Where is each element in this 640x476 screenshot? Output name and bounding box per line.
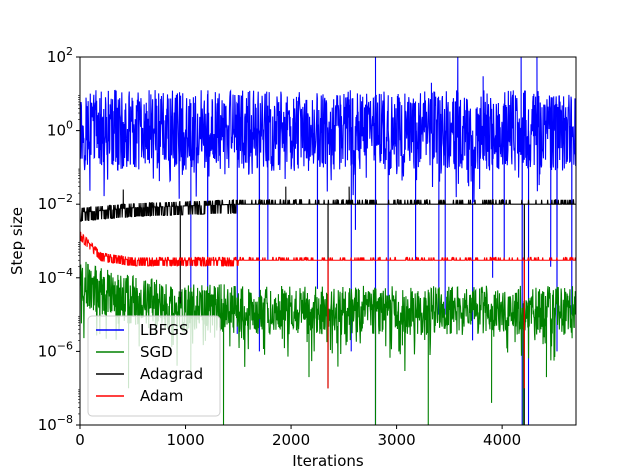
y-tick-label: 102: [47, 45, 73, 66]
axes-frame: [79, 56, 577, 426]
x-axis-label: Iterations: [292, 452, 364, 470]
x-tick-label: 4000: [483, 431, 521, 449]
series-line-adam: [80, 231, 576, 389]
legend-box: [87, 315, 221, 417]
legend-label-sgd: SGD: [140, 343, 173, 361]
y-tick-label: 10−4: [38, 266, 73, 287]
y-axis-label: Step size: [8, 207, 26, 275]
y-tick-label: 10−2: [38, 192, 73, 213]
y-tick-label: 100: [47, 119, 73, 140]
series-line-adagrad: [80, 186, 576, 425]
x-tick-label: 2000: [272, 431, 310, 449]
legend-label-adam: Adam: [140, 387, 183, 405]
plot-lines: [80, 57, 576, 425]
x-tick-label: 3000: [378, 431, 416, 449]
series-line-lbfgs: [80, 57, 576, 425]
legend-label-lbfgs: LBFGS: [140, 321, 188, 339]
x-tick-label: 0: [75, 431, 85, 449]
legend: LBFGS SGD Adagrad Adam: [87, 315, 221, 417]
legend-label-adagrad: Adagrad: [140, 365, 203, 383]
y-tick-label: 10−8: [38, 413, 73, 434]
x-tick-label: 1000: [166, 431, 204, 449]
ticks: 0 1000 2000 3000 4000 10−8 10−6 10−4 10−2 100 102: [38, 45, 522, 449]
y-tick-label: 10−6: [38, 339, 73, 360]
